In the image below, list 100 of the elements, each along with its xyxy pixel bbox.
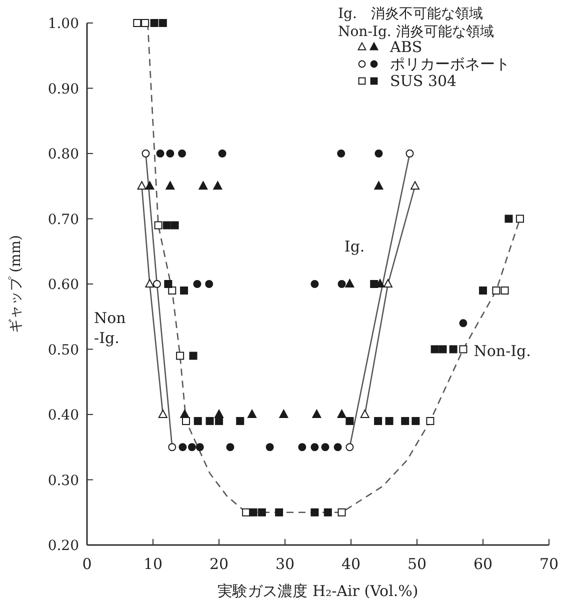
- point: [438, 345, 447, 354]
- point: [166, 150, 174, 158]
- point: [213, 181, 222, 190]
- point: [164, 280, 172, 288]
- point: [168, 443, 176, 452]
- point: [385, 417, 394, 426]
- point: [145, 279, 154, 288]
- y-tick-label: 0.70: [48, 212, 79, 228]
- point: [248, 410, 256, 418]
- point: [193, 280, 202, 288]
- x-tick-label: 0: [82, 555, 92, 573]
- point: [133, 19, 142, 27]
- point: [196, 443, 204, 452]
- point: [178, 443, 187, 452]
- x-axis-title: 実験ガス濃度 H₂-Air (Vol.%): [218, 582, 418, 600]
- x-tick-label: 50: [407, 555, 427, 573]
- point: [338, 280, 346, 288]
- point: [412, 417, 420, 426]
- point: [406, 150, 414, 158]
- point: [383, 279, 392, 288]
- point: [459, 319, 468, 328]
- point: [162, 221, 171, 230]
- point: [504, 214, 513, 223]
- point: [337, 150, 346, 158]
- point: [401, 417, 410, 426]
- x-tick-label: 60: [473, 555, 493, 573]
- point: [145, 181, 154, 190]
- point: [426, 417, 434, 426]
- point: [337, 410, 346, 418]
- y-tick-label: 1.00: [48, 16, 79, 32]
- point: [310, 443, 319, 452]
- point: [194, 417, 202, 426]
- point: [226, 443, 234, 452]
- point: [449, 345, 458, 354]
- point: [249, 508, 258, 516]
- legend-label: ポリカーボネート: [390, 55, 510, 73]
- point: [279, 410, 288, 418]
- x-tick-label: 10: [143, 555, 163, 573]
- y-tick-label: 0.90: [48, 81, 79, 98]
- x-tick-label: 40: [341, 555, 361, 573]
- legend-label: SUS 304: [390, 72, 457, 90]
- point: [142, 150, 150, 158]
- point: [346, 443, 354, 452]
- point: [479, 286, 487, 295]
- point: [242, 508, 250, 516]
- point: [360, 410, 370, 418]
- point: [168, 286, 176, 295]
- y-tick-label: 0.30: [48, 472, 79, 489]
- point: [189, 352, 198, 360]
- x-tick-label: 20: [209, 555, 229, 573]
- point: [266, 443, 274, 452]
- point: [166, 181, 175, 190]
- point: [218, 150, 226, 158]
- point: [182, 417, 190, 426]
- point: [198, 181, 208, 190]
- point: [152, 280, 161, 288]
- y-tick-label: 0.80: [48, 146, 79, 162]
- point: [258, 508, 266, 516]
- point: [334, 443, 342, 452]
- point: [170, 221, 179, 230]
- point: [321, 443, 330, 452]
- point: [374, 150, 383, 158]
- point: [206, 417, 214, 426]
- point: [137, 181, 146, 190]
- text: Ig. 消炎不可能な領域: [338, 6, 483, 22]
- annotation: Ig.: [344, 237, 365, 256]
- y-tick-label: 0.60: [48, 277, 79, 293]
- point: [158, 19, 167, 27]
- point: [236, 417, 244, 426]
- point: [275, 508, 284, 516]
- point: [410, 181, 420, 190]
- point: [492, 286, 500, 295]
- point: [150, 19, 158, 27]
- point: [430, 345, 439, 354]
- point: [158, 410, 168, 418]
- annotation: Non-Ig.: [474, 342, 531, 360]
- point: [312, 410, 322, 418]
- point: [215, 417, 223, 426]
- point: [154, 221, 162, 230]
- point: [346, 417, 354, 426]
- point: [500, 286, 509, 295]
- y-tick-label: 0.50: [48, 342, 79, 358]
- x-tick-label: 70: [539, 555, 559, 573]
- point: [156, 150, 164, 158]
- y-tick-label: 0.40: [48, 408, 79, 424]
- point: [374, 181, 384, 190]
- y-axis-title: ギャップ (mm): [8, 235, 24, 333]
- point: [345, 279, 354, 288]
- point: [516, 214, 524, 223]
- point: [178, 150, 186, 158]
- point: [141, 19, 150, 27]
- point: [180, 286, 188, 295]
- annotation: Non -Ig.: [94, 309, 126, 348]
- point: [338, 508, 346, 516]
- point: [374, 417, 382, 426]
- y-tick-label: 0.20: [48, 538, 79, 554]
- point: [310, 280, 319, 288]
- point: [370, 280, 378, 288]
- x-tick-label: 30: [275, 555, 295, 573]
- point: [298, 443, 306, 452]
